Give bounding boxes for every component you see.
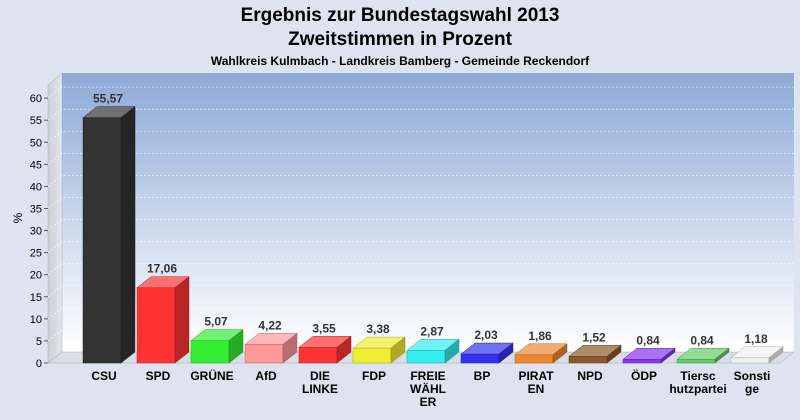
y-tick-label: 25 — [30, 248, 42, 260]
gridline — [47, 263, 794, 276]
chart-title: Ergebnis zur Bundestagswahl 2013 — [240, 5, 560, 26]
bar — [676, 347, 730, 364]
bar — [352, 336, 406, 364]
category-label: CSU — [91, 369, 116, 383]
y-tick-label: 15 — [30, 292, 42, 304]
value-label: 2,87 — [420, 324, 444, 338]
y-tick-label: 10 — [30, 314, 42, 326]
gridline — [47, 285, 794, 298]
value-label: 4,22 — [258, 318, 282, 332]
bars — [82, 106, 784, 364]
category-label: DIE LINKE — [302, 369, 338, 396]
category-label: SPD — [146, 369, 171, 383]
value-labels: 55,57 17,06 5,07 4,22 3,55 3,38 2,87 2,03 1,86 1,… — [93, 92, 768, 348]
y-axis-label: % — [11, 212, 25, 223]
value-label: 3,38 — [366, 322, 390, 336]
value-label: 1,86 — [528, 329, 552, 343]
bar — [190, 329, 244, 364]
category-label: Sonsti ge — [734, 369, 771, 396]
x-axis: CSU SPD GRÜNE AfD DIE LINKE FDP FREIE WÄHL ER BP PI… — [91, 368, 770, 409]
value-label: 3,55 — [312, 321, 336, 335]
y-tick-label: 30 — [30, 226, 42, 238]
value-label: 0,84 — [690, 333, 714, 347]
bar — [298, 335, 352, 364]
gridline — [47, 130, 794, 143]
bar — [136, 276, 190, 364]
y-tick-label: 5 — [36, 336, 42, 348]
value-label: 55,57 — [93, 92, 123, 106]
bar — [244, 332, 298, 364]
category-label: PIRAT EN — [518, 369, 554, 396]
value-label: 1,18 — [744, 332, 768, 346]
gridline — [47, 329, 794, 342]
gridline — [47, 174, 794, 187]
y-tick-label: 20 — [30, 270, 42, 282]
category-label: NPD — [577, 369, 603, 383]
bar — [730, 346, 784, 364]
y-tick-label: 50 — [30, 137, 42, 149]
category-label: FREIE WÄHL ER — [410, 369, 446, 409]
y-tick-label: 60 — [30, 93, 42, 105]
bar — [460, 342, 514, 364]
category-label: Tiersc hutzpartei — [669, 369, 726, 396]
gridline — [47, 108, 794, 121]
value-label: 0,84 — [636, 333, 660, 347]
y-axis: 0 5 10 15 20 25 30 35 40 45 50 55 60 — [30, 93, 48, 370]
bar — [82, 106, 136, 364]
gridline — [47, 307, 794, 320]
bar — [514, 343, 568, 364]
y-tick-label: 45 — [30, 159, 42, 171]
gridline — [47, 152, 794, 165]
value-label: 1,52 — [582, 330, 606, 344]
y-tick-label: 0 — [36, 358, 42, 370]
chart-subtitle-location: Wahlkreis Kulmbach - Landkreis Bamberg -… — [210, 54, 590, 68]
category-label: BP — [474, 369, 491, 383]
bar — [406, 338, 460, 364]
category-label: ÖDP — [631, 368, 657, 383]
value-label: 17,06 — [147, 262, 177, 276]
category-label: GRÜNE — [190, 368, 233, 383]
gridline — [47, 86, 794, 99]
value-label: 2,03 — [474, 328, 498, 342]
bar — [568, 344, 622, 364]
gridline — [47, 197, 794, 209]
y-tick-label: 55 — [30, 115, 42, 127]
bar — [622, 347, 676, 364]
y-tick-label: 40 — [30, 181, 42, 193]
gridline — [47, 219, 794, 231]
y-tick-label: 35 — [30, 203, 42, 215]
category-label: AfD — [255, 369, 277, 383]
value-label: 5,07 — [204, 315, 228, 329]
gridline — [47, 241, 794, 253]
gridlines — [47, 86, 794, 342]
category-label: FDP — [362, 369, 386, 383]
chart-subtitle: Zweitstimmen in Prozent — [288, 29, 512, 50]
